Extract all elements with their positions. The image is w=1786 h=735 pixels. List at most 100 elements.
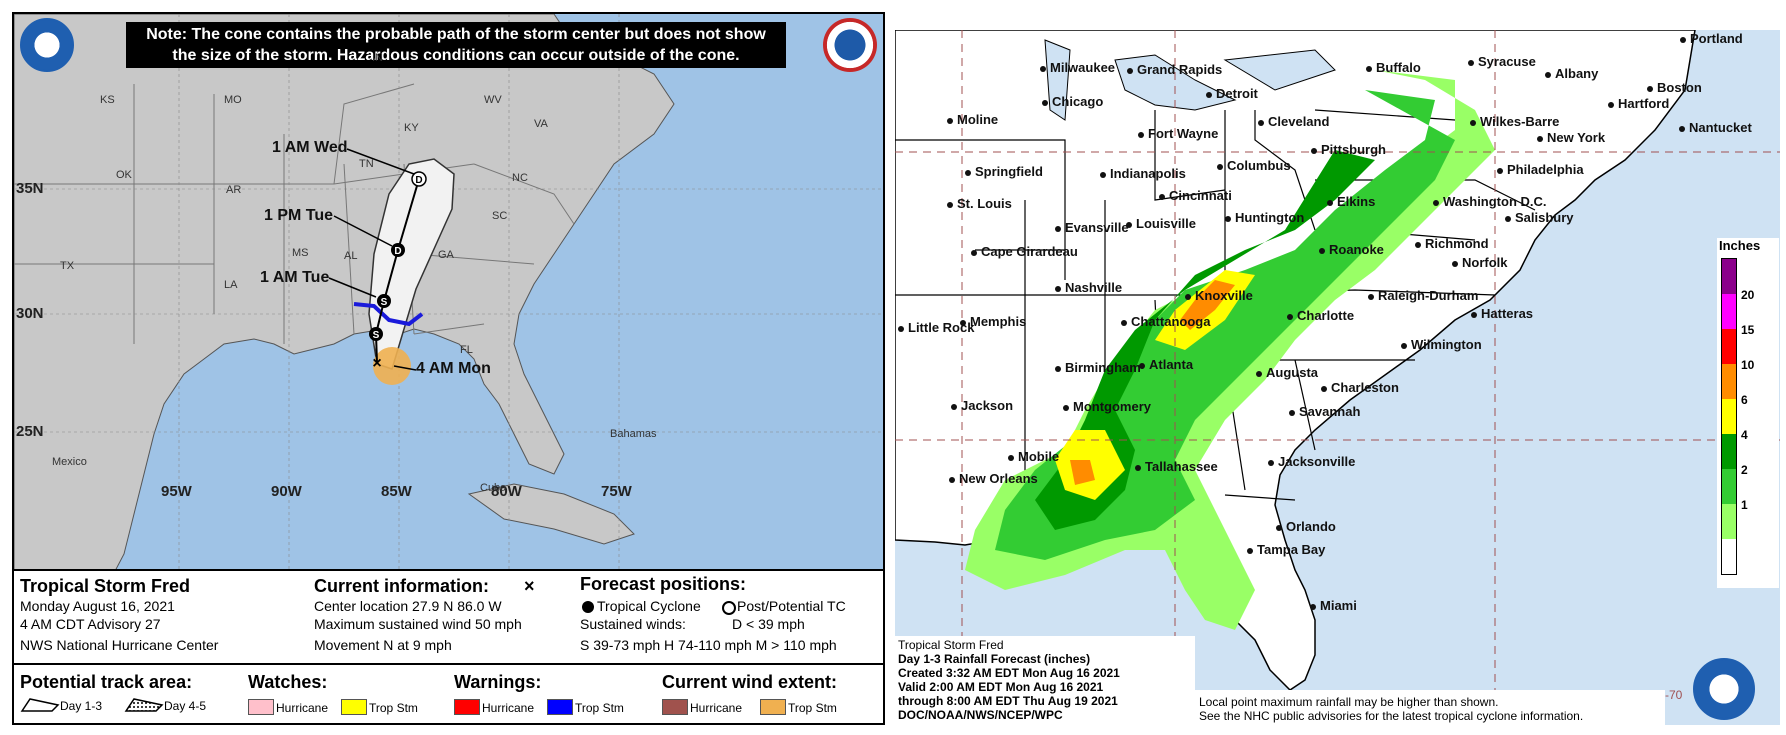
city-augusta: Augusta	[1256, 365, 1318, 380]
wind-extent-title: Current wind extent:	[662, 672, 838, 692]
city-mobile: Mobile	[1008, 449, 1059, 464]
scale-bar	[1721, 258, 1737, 575]
city-tallahassee: Tallahassee	[1135, 459, 1218, 474]
storm-advisory: 4 AM CDT Advisory 27	[20, 616, 161, 632]
state-la: LA	[224, 279, 238, 291]
info-line-1: Tropical Storm Fred	[898, 638, 1004, 652]
city-chicago: Chicago	[1042, 94, 1103, 109]
city-little-rock: Little Rock	[898, 320, 974, 335]
wind-hurricane-swatch	[662, 699, 688, 715]
city-columbus: Columbus	[1217, 158, 1291, 173]
label-mexico: Mexico	[52, 456, 87, 468]
noaa-logo	[20, 18, 74, 72]
svg-text:D: D	[394, 246, 401, 257]
lon-95w: 95W	[161, 483, 192, 500]
state-tn: TN	[359, 158, 374, 170]
track-area-title: Potential track area:	[20, 672, 193, 692]
watch-trop-stm-swatch	[341, 699, 367, 715]
label-cuba: Cuba	[480, 482, 507, 494]
state-wv: WV	[484, 94, 502, 106]
current-location: Center location 27.9 N 86.0 W	[314, 598, 502, 614]
scale-20: 20	[1741, 288, 1755, 302]
forecast-points: D D S S ×	[369, 171, 427, 372]
city-philadelphia: Philadelphia	[1497, 162, 1584, 177]
info-line-6: DOC/NOAA/NWS/NCEP/WPC	[898, 708, 1063, 722]
city-portland: Portland	[1680, 31, 1743, 46]
forecast-shm: S 39-73 mph H 74-110 mph M > 110 mph	[580, 637, 837, 653]
cone-map: D D S S × Note: The cone contains the pr…	[12, 12, 885, 571]
info-line-4: Valid 2:00 AM EDT Mon Aug 16 2021	[898, 680, 1104, 694]
city-boston: Boston	[1647, 80, 1702, 95]
city-cleveland: Cleveland	[1258, 114, 1329, 129]
state-ga: GA	[438, 249, 454, 261]
rainfall-scale: Inches 20 15 10 6 4 2 1	[1717, 238, 1779, 588]
city-louisville: Louisville	[1126, 216, 1196, 231]
forecast-cone	[368, 158, 455, 370]
city-charleston: Charleston	[1321, 380, 1399, 395]
current-movement: Movement N at 9 mph	[314, 637, 452, 653]
state-in: IN	[372, 52, 383, 64]
watch-hurricane-label: Hurricane	[276, 701, 329, 715]
watch-hurricane-swatch	[248, 699, 274, 715]
watches-title: Watches:	[248, 672, 328, 692]
city-cincinnati: Cincinnati	[1159, 188, 1232, 203]
city-knoxville: Knoxville	[1185, 288, 1253, 303]
lon-85w: 85W	[381, 483, 412, 500]
cone-map-svg: D D S S ×	[14, 14, 883, 569]
wind-trop-stm-label: Trop Stm	[788, 701, 837, 715]
warnings-title: Warnings:	[454, 672, 542, 692]
scale-title: Inches	[1719, 238, 1761, 253]
city-wilkes-barre: Wilkes-Barre	[1470, 114, 1559, 129]
city-montgomery: Montgomery	[1063, 399, 1151, 414]
city-norfolk: Norfolk	[1452, 255, 1508, 270]
city-miami: Miami	[1310, 598, 1357, 613]
city-springfield: Springfield	[965, 164, 1043, 179]
state-ks: KS	[100, 94, 115, 106]
city-fort-wayne: Fort Wayne	[1138, 126, 1218, 141]
wind-extent-circle	[373, 347, 411, 385]
city-albany: Albany	[1545, 66, 1598, 81]
city-nantucket: Nantucket	[1679, 120, 1752, 135]
great-lakes	[1044, 39, 1336, 121]
state-ms: MS	[292, 247, 309, 259]
city-memphis: Memphis	[960, 314, 1026, 329]
cone-note: Note: The cone contains the probable pat…	[126, 22, 786, 68]
city-charlotte: Charlotte	[1287, 308, 1354, 323]
city-new-york: New York	[1537, 130, 1605, 145]
track-label-mon: 4 AM Mon	[416, 360, 491, 377]
scale-4: 4	[1741, 428, 1748, 442]
noaa-logo-right	[1693, 658, 1755, 720]
forecast-title: Forecast positions:	[580, 574, 747, 594]
lat-25n: 25N	[16, 423, 44, 440]
city-richmond: Richmond	[1415, 236, 1489, 251]
scale-6: 6	[1741, 393, 1748, 407]
track-label-tue-am: 1 AM Tue	[260, 269, 330, 286]
state-tx: TX	[60, 260, 75, 272]
forecast-winds-label: Sustained winds:	[580, 616, 686, 632]
storm-name: Tropical Storm Fred	[20, 576, 191, 596]
wind-hurricane-label: Hurricane	[690, 701, 743, 715]
trop-storm-warning-line	[353, 302, 424, 327]
state-borders	[14, 83, 575, 344]
forecast-ptc: Post/Potential TC	[737, 598, 846, 614]
city-chattanooga: Chattanooga	[1121, 314, 1210, 329]
city-washington-dc: Washington D.C.	[1433, 194, 1547, 209]
rainfall-disclaimer: Local point maximum rainfall may be high…	[1195, 690, 1665, 725]
city-nashville: Nashville	[1055, 280, 1122, 295]
state-ar: AR	[226, 184, 242, 196]
city-st-louis: St. Louis	[947, 196, 1012, 211]
rainfall-map: Portland Syracuse Albany Boston Milwauke…	[895, 30, 1780, 725]
city-elkins: Elkins	[1327, 194, 1375, 209]
info-line-3: Created 3:32 AM EDT Mon Aug 16 2021	[898, 666, 1120, 680]
city-hartford: Hartford	[1608, 96, 1669, 111]
city-detroit: Detroit	[1206, 86, 1258, 101]
storm-center: NWS National Hurricane Center	[20, 637, 219, 653]
city-salisbury: Salisbury	[1505, 210, 1574, 225]
state-sc: SC	[492, 210, 508, 222]
day13-swatch-icon	[20, 698, 60, 712]
track-label-wed: 1 AM Wed	[272, 139, 348, 156]
city-jacksonville: Jacksonville	[1268, 454, 1355, 469]
warn-hurricane-label: Hurricane	[482, 701, 535, 715]
cone-legend: Tropical Storm Fred Monday August 16, 20…	[12, 571, 885, 725]
lon-90w: 90W	[271, 483, 302, 500]
